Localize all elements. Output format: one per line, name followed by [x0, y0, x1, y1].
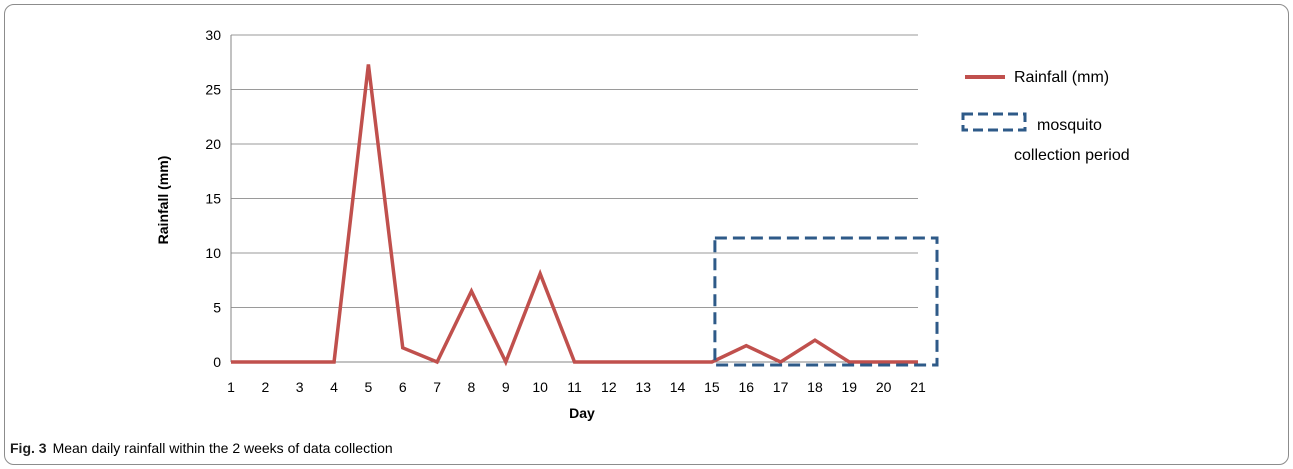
series-layer: [230, 64, 919, 367]
x-tick-label: 18: [807, 379, 823, 395]
x-tick-label: 13: [635, 379, 651, 395]
figure-number: Fig. 3: [10, 440, 47, 456]
x-tick-label: 15: [704, 379, 720, 395]
x-tick-label: 2: [261, 379, 269, 395]
caption-text: Mean daily rainfall within the 2 weeks o…: [52, 440, 393, 456]
x-tick-label: 12: [601, 379, 617, 395]
x-tick-label: 1: [227, 379, 235, 395]
x-tick-label: 9: [502, 379, 510, 395]
x-tick-label: 14: [670, 379, 686, 395]
x-tick-label: 17: [773, 379, 789, 395]
y-tick-label: 25: [205, 82, 221, 98]
x-tick-label: 21: [910, 379, 926, 395]
y-axis-title: Rainfall (mm): [155, 156, 171, 245]
figure-frame: [4, 4, 1289, 465]
x-tick-label: 4: [330, 379, 338, 395]
x-tick-label: 20: [876, 379, 892, 395]
figure-caption: Fig. 3 Mean daily rainfall within the 2 w…: [10, 440, 393, 456]
x-tick-label: 19: [842, 379, 858, 395]
x-tick-label: 16: [738, 379, 754, 395]
y-tick-label: 0: [213, 354, 221, 370]
legend-box-label-line2: collection period: [1014, 147, 1130, 164]
y-tick-label: 10: [205, 245, 221, 261]
y-tick-label: 15: [205, 191, 221, 207]
x-tick-label: 3: [296, 379, 304, 395]
series-line-rainfall: [231, 64, 918, 367]
gridlines: [230, 34, 918, 363]
y-tick-label: 20: [205, 136, 221, 152]
x-tick-label: 7: [433, 379, 441, 395]
x-tick-label: 11: [567, 379, 582, 395]
y-tick-label: 5: [213, 300, 221, 316]
legend-series-label: Rainfall (mm): [1014, 69, 1109, 86]
collection-period-box: [713, 236, 939, 367]
legend-dashed-box-swatch: [961, 112, 1027, 132]
y-tick-label: 30: [205, 27, 221, 43]
x-axis-ticks: 1 2 3 4 5 6 7 8 9 10 11 12 13 14 15 16 17 18 19 20 21: [227, 379, 926, 395]
x-tick-label: 5: [365, 379, 373, 395]
x-tick-label: 6: [399, 379, 407, 395]
legend-box-label-line1: mosquito: [1037, 117, 1102, 134]
y-axis-ticks: 0 5 10 15 20 25 30: [205, 27, 221, 370]
x-tick-label: 8: [468, 379, 476, 395]
legend: Rainfall (mm) mosquito collection period: [961, 69, 1130, 164]
x-tick-label: 10: [532, 379, 548, 395]
x-axis-title: Day: [569, 405, 595, 421]
